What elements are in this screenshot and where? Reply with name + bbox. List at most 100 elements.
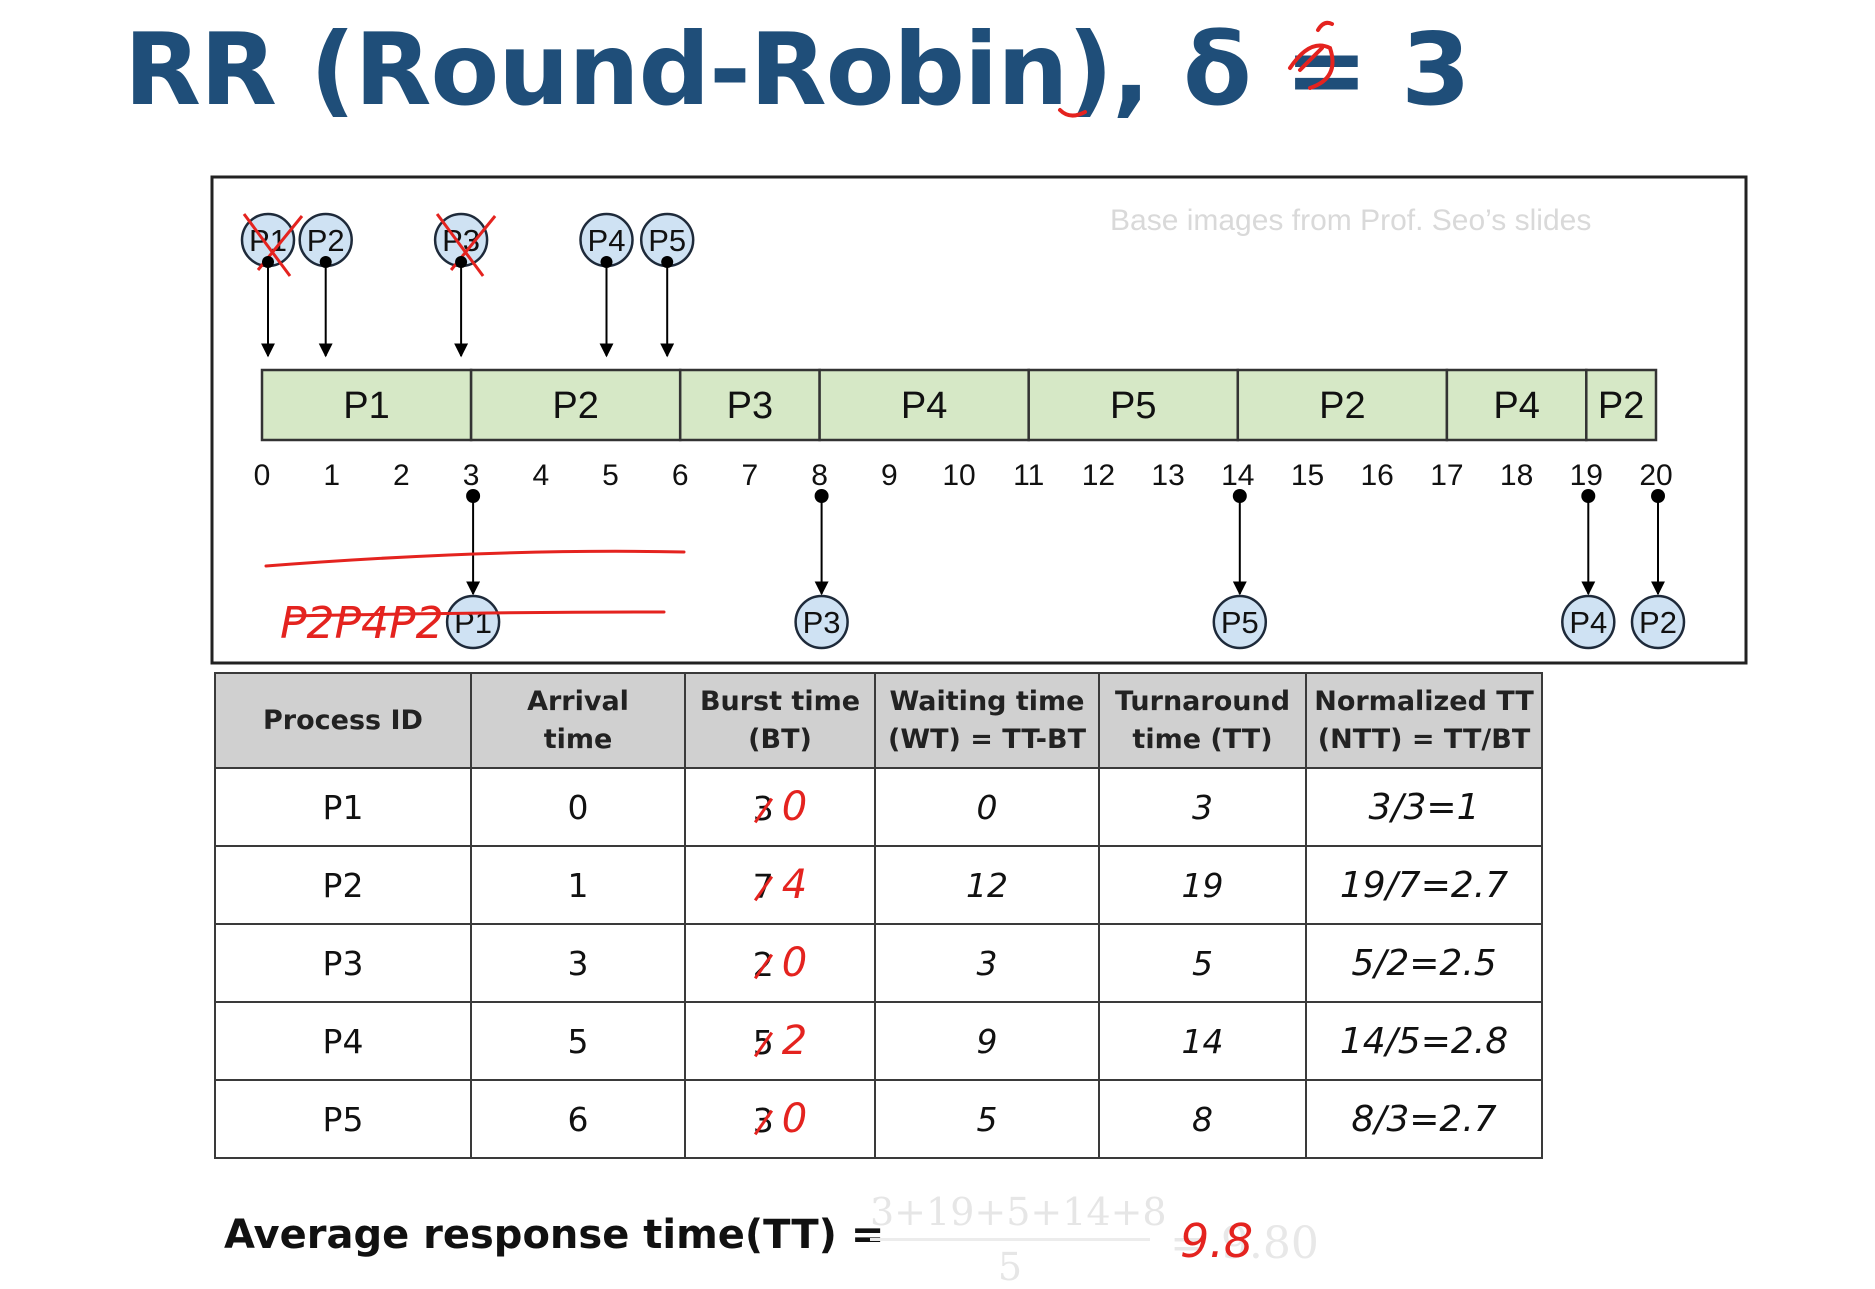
process-circle-label: P2 xyxy=(307,223,345,258)
tick-label: 20 xyxy=(1639,459,1672,492)
cell-arrival-time: 5 xyxy=(470,1001,686,1081)
cell-normalized-tt: 3/3=1 xyxy=(1305,767,1543,847)
gantt-segment: P1 xyxy=(260,368,473,442)
completion-marker: P5 xyxy=(1212,594,1268,650)
tick-label: 9 xyxy=(881,459,898,492)
gantt-segment: P2 xyxy=(469,368,682,442)
gantt-segment-label: P5 xyxy=(1110,385,1156,427)
tick-label: 0 xyxy=(254,459,271,492)
burst-remaining: 2 xyxy=(781,1018,808,1064)
process-circle xyxy=(1561,594,1616,650)
gantt-segment-bar xyxy=(1445,368,1588,442)
table-header-text: (WT) = TT-BT xyxy=(888,723,1086,755)
average-label: Average response time(TT) = xyxy=(224,1212,885,1258)
tick-label: 18 xyxy=(1500,459,1533,492)
table-header-cell: Burst time (BT) xyxy=(684,672,876,769)
cell-normalized-tt: 14/5=2.8 xyxy=(1305,1001,1543,1081)
table-header-cell: Arrival time xyxy=(470,672,686,769)
burst-remaining: 0 xyxy=(781,940,808,986)
arrival-marker: P3 xyxy=(433,212,497,277)
table-header-cell: Waiting time (WT) = TT-BT xyxy=(874,672,1100,769)
process-circle xyxy=(445,594,501,650)
tick-label: 5 xyxy=(602,459,619,492)
cell-turnaround-time: 3 xyxy=(1098,767,1307,847)
gantt-segment-label: P1 xyxy=(343,385,389,427)
burst-remaining: 4 xyxy=(781,862,808,908)
table-header-cell: Turnaround time (TT) xyxy=(1098,672,1307,769)
cell-process-id: P3 xyxy=(214,923,472,1003)
gantt-segment-bar xyxy=(1585,368,1658,442)
tick-label: 2 xyxy=(393,459,410,492)
tick-label: 17 xyxy=(1430,459,1463,492)
tick-label: 3 xyxy=(463,459,480,492)
cell-normalized-tt: 5/2=2.5 xyxy=(1305,923,1543,1003)
average-ghost-result: = 9.80 xyxy=(1170,1218,1319,1269)
burst-original: 5 xyxy=(752,1023,774,1062)
average-formula: 3+19+5+14+8 5 xyxy=(870,1190,1167,1289)
cell-arrival-time: 1 xyxy=(470,845,686,925)
burst-original: 2 xyxy=(752,945,774,984)
process-circle xyxy=(1630,594,1686,650)
gantt-segment-label: P4 xyxy=(901,385,947,427)
burst-remaining: 0 xyxy=(781,784,808,830)
tick-label: 15 xyxy=(1291,459,1324,492)
slide-title: RR (Round-Robin), δ = 3 xyxy=(124,11,1471,128)
gantt-segment: P3 xyxy=(678,368,821,442)
process-circle-label: P5 xyxy=(1221,605,1259,640)
cell-process-id: P5 xyxy=(214,1079,472,1159)
burst-original: 3 xyxy=(752,1101,774,1140)
process-circle xyxy=(1212,594,1268,650)
table-header-text: time (TT) xyxy=(1132,723,1273,755)
tick-label: 12 xyxy=(1082,459,1115,492)
cell-turnaround-time: 5 xyxy=(1098,923,1307,1003)
completion-marker: P3 xyxy=(794,594,849,650)
queue-annotation xyxy=(264,549,686,618)
table-header-text: Process ID xyxy=(263,704,423,736)
tick-label: 16 xyxy=(1361,459,1394,492)
cell-normalized-tt: 19/7=2.7 xyxy=(1305,845,1543,925)
table-row: P5 6 3 0 5 8 8/3=2.7 xyxy=(214,1079,1543,1159)
diagram-frame xyxy=(210,175,1748,665)
tick-label: 8 xyxy=(811,459,828,492)
arrival-marker: P4 xyxy=(579,212,634,268)
table-header-text: Turnaround xyxy=(1114,685,1291,717)
image-credit: Base images from Prof. Seo’s slides xyxy=(1110,204,1592,237)
title-annotation xyxy=(1058,20,1335,118)
cell-waiting-time: 3 xyxy=(874,923,1100,1003)
table-header-text: (NTT) = TT/BT xyxy=(1317,723,1531,755)
completion-marker: P1 xyxy=(445,594,501,650)
gantt-segment-bar xyxy=(818,368,1030,442)
tick-label: 10 xyxy=(942,459,975,492)
process-circle-label: P5 xyxy=(648,223,686,258)
cell-process-id: P1 xyxy=(214,767,472,847)
tick-label: 6 xyxy=(672,459,689,492)
tick-label: 14 xyxy=(1221,459,1254,492)
burst-remaining: 0 xyxy=(781,1096,808,1142)
cell-arrival-time: 6 xyxy=(470,1079,686,1159)
table-row: P4 5 5 2 9 14 14/5=2.8 xyxy=(214,1001,1543,1081)
gantt-segment-bar xyxy=(1236,368,1449,442)
table-header-text: Waiting time xyxy=(889,685,1085,717)
cell-turnaround-time: 14 xyxy=(1098,1001,1307,1081)
gantt-segment: P2 xyxy=(1236,368,1449,442)
process-table: Process ID Arrival time Burst time (BT) Waiti… xyxy=(214,672,1543,1159)
gantt-segment-label: P2 xyxy=(552,385,598,427)
process-circle xyxy=(794,594,849,650)
queue-note: P2P4P2 xyxy=(280,598,444,649)
gantt-segment: P4 xyxy=(818,368,1030,442)
cell-normalized-tt: 8/3=2.7 xyxy=(1305,1079,1543,1159)
completion-marker: P2 xyxy=(1630,594,1686,650)
table-header-text: (BT) xyxy=(748,723,812,755)
cell-waiting-time: 12 xyxy=(874,845,1100,925)
cell-arrival-time: 0 xyxy=(470,767,686,847)
cell-waiting-time: 5 xyxy=(874,1079,1100,1159)
process-circle-label: P4 xyxy=(588,223,626,258)
cell-arrival-time: 3 xyxy=(470,923,686,1003)
burst-original: 7 xyxy=(752,867,774,906)
tick-label: 1 xyxy=(323,459,340,492)
cell-waiting-time: 9 xyxy=(874,1001,1100,1081)
gantt-segment: P2 xyxy=(1585,368,1658,442)
